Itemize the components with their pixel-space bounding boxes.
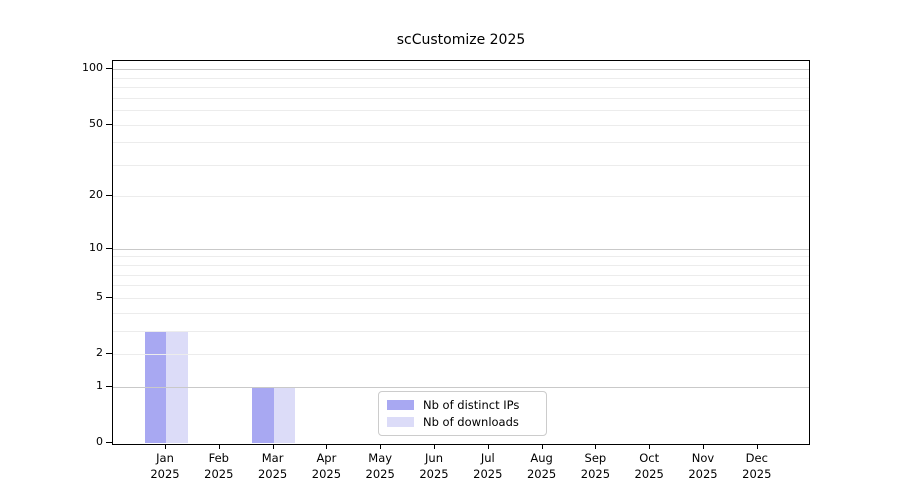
x-tick-mark [595, 445, 597, 449]
minor-gridline [113, 265, 809, 267]
major-gridline [113, 386, 809, 388]
bar-distinct-ips-mar [252, 386, 274, 443]
legend-item-downloads: Nb of downloads [387, 414, 546, 429]
x-tick-label-feb: Feb 2025 [187, 450, 251, 482]
x-tick-mark [165, 445, 166, 449]
minor-gridline [113, 110, 809, 112]
x-tick-month: May [368, 451, 393, 465]
minor-gridline [113, 354, 809, 355]
x-tick-mark [756, 445, 758, 449]
minor-gridline [113, 297, 809, 299]
x-tick-year: 2025 [204, 467, 234, 481]
minor-gridline [113, 87, 809, 89]
x-tick-mark [434, 445, 435, 449]
x-tick-year: 2025 [311, 467, 342, 481]
x-tick-year: 2025 [473, 467, 503, 481]
x-tick-mark [272, 445, 274, 449]
grid-layer [113, 61, 809, 444]
minor-gridline [113, 256, 809, 258]
x-tick-mark [380, 445, 382, 449]
y-tick-mark [106, 353, 112, 354]
x-tick-year: 2025 [365, 467, 395, 481]
minor-gridline [113, 164, 809, 166]
x-tick-month: Mar [261, 451, 284, 465]
y-tick-mark [106, 247, 112, 249]
legend-item-distinct-ips: Nb of distinct IPs [387, 397, 546, 412]
x-tick-year: 2025 [688, 467, 718, 481]
minor-gridline [113, 97, 809, 99]
x-tick-year: 2025 [526, 467, 557, 481]
x-tick-month: Nov [691, 451, 715, 465]
x-tick-mark [218, 445, 220, 449]
legend-label-downloads: Nb of downloads [423, 414, 519, 429]
x-tick-month: Aug [530, 451, 553, 465]
y-tick-label: 2 [96, 346, 103, 359]
minor-gridline [113, 312, 809, 314]
x-tick-label-mar: Mar 2025 [241, 450, 305, 482]
x-tick-year: 2025 [419, 467, 449, 481]
x-tick-mark [326, 445, 328, 449]
x-tick-label-aug: Aug 2025 [510, 450, 574, 482]
chart-title: scCustomize 2025 [396, 32, 526, 48]
x-tick-label-jun: Jun 2025 [402, 450, 466, 482]
major-gridline [113, 69, 809, 71]
bar-downloads-mar [273, 386, 296, 443]
minor-gridline [113, 142, 809, 144]
y-tick-mark [106, 195, 112, 197]
y-tick-label: 50 [89, 116, 103, 130]
x-tick-month: Apr [316, 451, 337, 465]
bars-layer [113, 61, 809, 444]
y-tick-mark [106, 296, 112, 298]
x-tick-month: Jul [480, 451, 495, 465]
x-tick-year: 2025 [580, 467, 611, 481]
y-tick-mark [106, 123, 112, 125]
minor-gridline [113, 330, 809, 332]
x-tick-month: Jun [425, 451, 443, 465]
x-tick-label-dec: Dec 2025 [725, 450, 789, 482]
x-tick-mark [649, 445, 651, 449]
x-tick-mark [487, 445, 489, 449]
legend-swatch-downloads [387, 417, 414, 427]
x-tick-month: Oct [639, 451, 660, 465]
x-tick-month: Sep [584, 451, 607, 465]
y-tick-label: 1 [96, 378, 103, 392]
y-tick-mark [106, 68, 112, 70]
x-tick-month: Jan [156, 451, 174, 465]
minor-gridline [113, 274, 809, 276]
x-tick-year: 2025 [742, 467, 772, 481]
x-tick-month: Feb [208, 451, 229, 465]
y-tick-label: 5 [96, 289, 103, 303]
x-tick-label-may: May 2025 [348, 450, 412, 482]
legend-swatch-distinct-ips [387, 400, 414, 410]
y-tick-label: 0 [96, 435, 103, 448]
y-tick-label: 10 [89, 240, 103, 254]
legend: Nb of distinct IPs Nb of downloads [378, 391, 547, 436]
plot-area [112, 60, 810, 445]
x-tick-year: 2025 [257, 467, 288, 481]
minor-gridline [113, 285, 809, 287]
x-tick-label-apr: Apr 2025 [294, 450, 358, 482]
x-tick-month: Dec [745, 451, 768, 465]
x-tick-year: 2025 [150, 467, 180, 481]
legend-label-distinct-ips: Nb of distinct IPs [423, 397, 520, 412]
x-tick-label-jan: Jan 2025 [133, 450, 197, 482]
minor-gridline [113, 77, 809, 79]
y-tick-mark [106, 442, 112, 443]
y-tick-label: 100 [82, 61, 103, 75]
x-tick-year: 2025 [634, 467, 664, 481]
x-tick-label-sep: Sep 2025 [563, 450, 627, 482]
x-tick-mark [703, 445, 704, 449]
y-tick-label: 20 [89, 188, 103, 202]
x-tick-mark [541, 445, 543, 449]
minor-gridline [113, 196, 809, 198]
minor-gridline [113, 124, 809, 126]
x-tick-label-jul: Jul 2025 [456, 450, 520, 482]
y-tick-mark [106, 385, 112, 387]
major-gridline [113, 248, 809, 250]
x-tick-label-oct: Oct 2025 [617, 450, 681, 482]
x-tick-label-nov: Nov 2025 [671, 450, 735, 482]
